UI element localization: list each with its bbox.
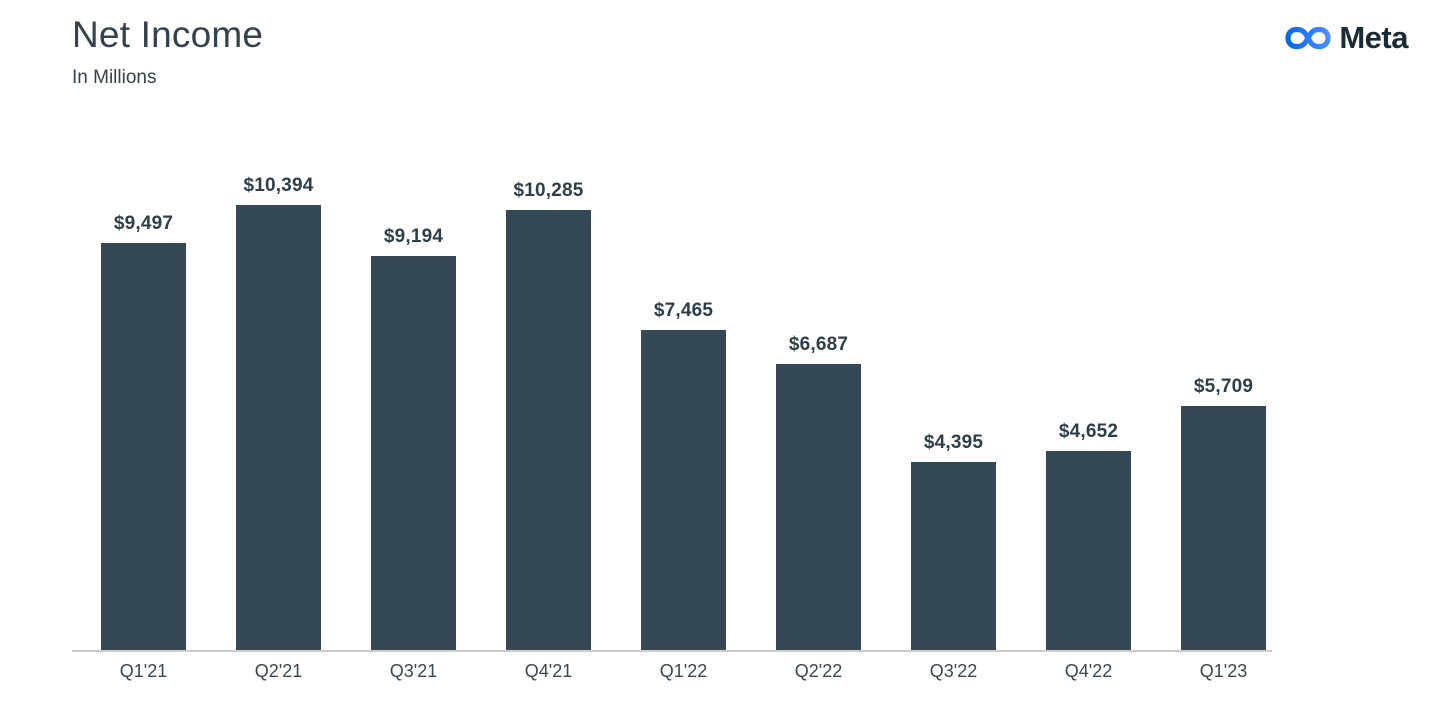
x-tick-label: Q1'22 xyxy=(659,661,708,681)
x-tick-label: Q2'22 xyxy=(794,661,843,681)
bar xyxy=(236,205,321,650)
meta-infinity-icon xyxy=(1285,26,1331,50)
chart-header: Net Income In Millions xyxy=(72,12,263,89)
x-tick-label: Q1'23 xyxy=(1199,661,1248,681)
x-tick-label: Q4'21 xyxy=(524,661,573,681)
page-title: Net Income xyxy=(72,14,264,55)
bar-value-label: $7,465 xyxy=(653,300,714,321)
bar-value-label: $5,709 xyxy=(1193,376,1254,397)
meta-wordmark: Meta xyxy=(1339,20,1408,55)
x-tick-label: Q4'22 xyxy=(1064,661,1113,681)
net-income-bar-chart: $9,497 Q1'21 $10,394 Q2'21 $9,194 Q3'21 … xyxy=(72,120,1272,681)
bar-value-label: $9,497 xyxy=(113,213,174,234)
bar-value-label: $9,194 xyxy=(383,226,444,247)
bar xyxy=(776,364,861,650)
bar xyxy=(641,330,726,650)
bar xyxy=(371,256,456,650)
x-axis-line xyxy=(72,650,1272,652)
bar xyxy=(101,243,186,650)
bar xyxy=(506,210,591,650)
meta-logo: Meta xyxy=(1284,20,1408,56)
page-subtitle: In Millions xyxy=(72,67,157,89)
bar xyxy=(1181,406,1266,650)
bar-group: $4,652 Q4'22 xyxy=(1046,421,1131,681)
bar-group: $10,394 Q2'21 xyxy=(236,175,321,681)
bar-group: $5,709 Q1'23 xyxy=(1181,376,1266,681)
bar-value-label: $4,652 xyxy=(1058,421,1119,442)
bar-value-label: $10,285 xyxy=(513,180,584,201)
bar-group: $7,465 Q1'22 xyxy=(641,300,726,681)
bar xyxy=(911,462,996,650)
x-tick-label: Q3'21 xyxy=(389,661,438,681)
bar-value-label: $10,394 xyxy=(243,175,314,196)
bar-group: $9,194 Q3'21 xyxy=(371,226,456,681)
bar xyxy=(1046,451,1131,650)
x-tick-label: Q3'22 xyxy=(929,661,978,681)
x-tick-label: Q1'21 xyxy=(119,661,168,681)
bar-group: $6,687 Q2'22 xyxy=(776,334,861,681)
bar-group: $10,285 Q4'21 xyxy=(506,180,591,681)
bar-group: $9,497 Q1'21 xyxy=(101,213,186,681)
x-tick-label: Q2'21 xyxy=(254,661,303,681)
bar-value-label: $4,395 xyxy=(923,432,984,453)
bar-group: $4,395 Q3'22 xyxy=(911,432,996,681)
bar-value-label: $6,687 xyxy=(788,334,849,355)
